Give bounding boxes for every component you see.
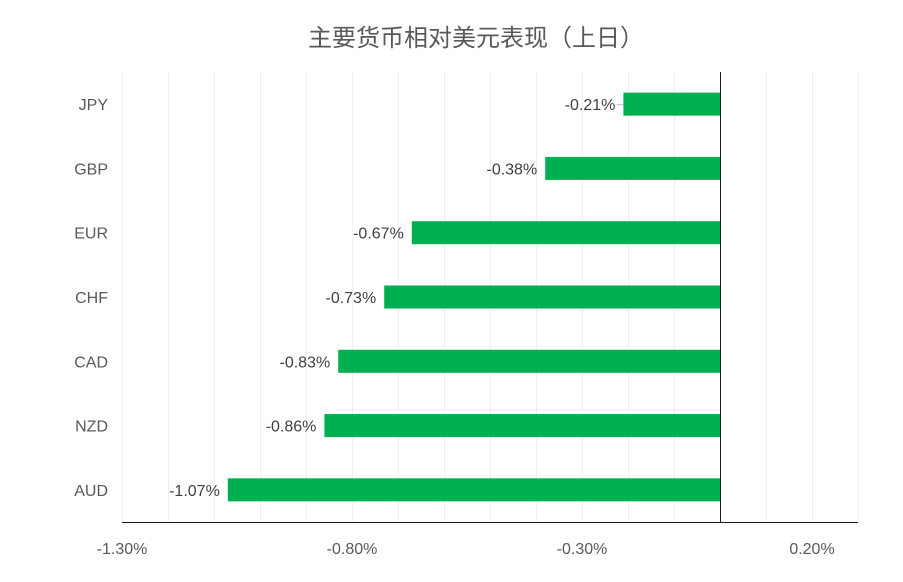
data-label-chf: -0.73%	[325, 290, 376, 307]
category-label-eur: EUR	[74, 226, 108, 243]
data-label-gbp: -0.38%	[486, 161, 537, 178]
chart-title: 主要货币相对美元表现（上日）	[308, 24, 644, 52]
bar-nzd	[324, 414, 720, 438]
bar-aud	[227, 478, 721, 502]
bars	[227, 92, 721, 502]
category-labels: JPY GBP EUR CHF CAD NZD AUD	[74, 97, 108, 500]
category-label-gbp: GBP	[74, 161, 108, 178]
category-label-jpy: JPY	[79, 97, 109, 114]
data-label-cad: -0.83%	[279, 354, 330, 371]
data-label-jpy: -0.21%	[565, 97, 616, 114]
data-label-aud: -1.07%	[169, 483, 220, 500]
data-label-nzd: -0.86%	[266, 419, 317, 436]
data-label-eur: -0.67%	[353, 226, 404, 243]
category-label-nzd: NZD	[75, 419, 108, 436]
x-tick-label: 0.20%	[789, 541, 834, 558]
x-tick-label: -1.30%	[97, 541, 148, 558]
x-tick-label: -0.80%	[327, 541, 378, 558]
category-label-chf: CHF	[75, 290, 108, 307]
category-label-aud: AUD	[74, 483, 108, 500]
x-tick-label: -0.30%	[557, 541, 608, 558]
bar-jpy	[623, 92, 720, 116]
bar-cad	[338, 349, 720, 373]
x-tick-labels: -1.30% -0.80% -0.30% 0.20%	[97, 541, 835, 558]
bar-eur	[411, 221, 720, 245]
data-labels: -0.21% -0.38% -0.67% -0.73% -0.83% -0.86% -1.0…	[169, 97, 615, 500]
bar-gbp	[545, 156, 720, 180]
bar-chf	[384, 285, 720, 309]
category-label-cad: CAD	[74, 354, 108, 371]
